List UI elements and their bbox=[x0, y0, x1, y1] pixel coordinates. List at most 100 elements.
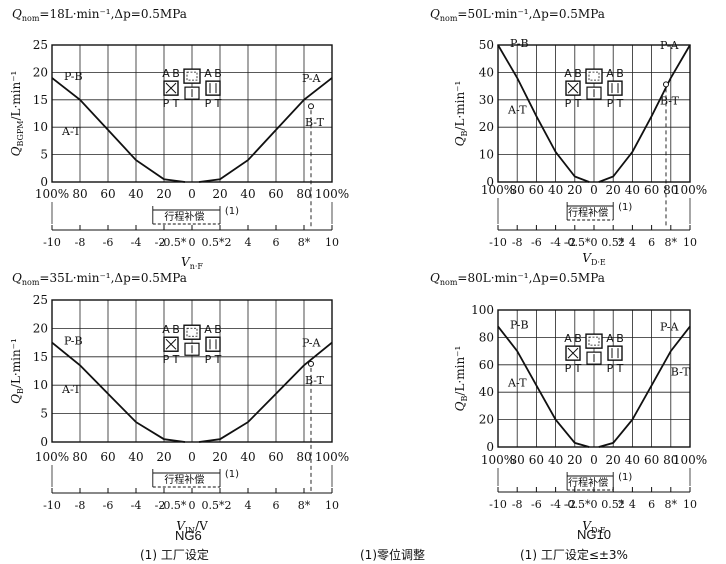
voltage-tick-label: 6 bbox=[273, 236, 280, 249]
port-label-p: P bbox=[163, 97, 170, 110]
valve-cross-b bbox=[567, 347, 579, 359]
percent-tick-label: 100% bbox=[35, 450, 69, 464]
title-symbol: Q bbox=[12, 7, 22, 21]
valve-box-right bbox=[607, 345, 623, 361]
valve-symbol: A B A BP T P T bbox=[564, 332, 624, 375]
voltage-special-label: -0.5* bbox=[160, 236, 187, 249]
voltage-tick-label: -6 bbox=[103, 499, 114, 512]
voltage-tick-label: 6 bbox=[648, 498, 655, 511]
tolerance-marker bbox=[663, 81, 669, 88]
title-text: =50L·min⁻¹,Δp=0.5MPa bbox=[457, 7, 604, 21]
plot-frame bbox=[497, 44, 691, 183]
voltage-tick-label: 2 bbox=[618, 236, 625, 249]
percent-tick-label: 20 bbox=[212, 450, 227, 464]
compensation-note: (1) bbox=[225, 206, 239, 217]
chart-title: Qnom=80L·min⁻¹,Δp=0.5MPa bbox=[430, 271, 605, 287]
voltage-tick-label: -10 bbox=[489, 236, 507, 249]
voltage-tick-label: -2 bbox=[155, 499, 166, 512]
series-label-p-b: P-B bbox=[510, 37, 529, 50]
percent-tick-label: 100% bbox=[481, 453, 515, 467]
xlabel-rest: /V bbox=[195, 519, 208, 533]
voltage-tick-label: -2 bbox=[565, 236, 576, 249]
valve-box-right bbox=[205, 80, 221, 96]
xlabel-subscript: D·E bbox=[591, 526, 606, 535]
valve-symbol: A B A BP T P T bbox=[564, 67, 624, 110]
voltage-tick-label: -10 bbox=[43, 499, 61, 512]
panel3-name: NG10 bbox=[577, 527, 611, 542]
voltage-tick-label: 6 bbox=[648, 236, 655, 249]
voltage-tick-label: 0 bbox=[591, 236, 598, 249]
port-label-b: B bbox=[172, 323, 180, 336]
series-label-a-t: A-T bbox=[507, 377, 527, 390]
percent-tick-label: 20 bbox=[212, 187, 227, 201]
y-axis-label: QB/L·min⁻¹ bbox=[453, 81, 469, 147]
voltage-tick-label: 8* bbox=[298, 499, 311, 512]
series-label-a-t: A-T bbox=[507, 103, 527, 116]
port-label-t: T bbox=[214, 353, 222, 366]
series-line-p-a bbox=[198, 77, 333, 183]
ylabel-symbol: Q bbox=[453, 136, 467, 146]
port-label-t: T bbox=[214, 97, 222, 110]
port-label-b: B bbox=[574, 67, 582, 80]
percent-tick-label: 20 bbox=[606, 453, 621, 467]
y-tick-label: 20 bbox=[33, 65, 48, 79]
series-label-p-b: P-B bbox=[64, 70, 83, 83]
valve-box-center bbox=[183, 324, 201, 340]
voltage-tick-label: -8 bbox=[512, 236, 523, 249]
percent-tick-label: 60 bbox=[268, 450, 283, 464]
ylabel-subscript: B bbox=[16, 388, 25, 394]
ylabel-subscript: B bbox=[460, 395, 469, 401]
y-tick-label: 10 bbox=[33, 378, 48, 392]
valve-symbol: A B A BP T P T bbox=[162, 67, 222, 110]
port-label-b: B bbox=[214, 67, 222, 80]
valve-cross-b bbox=[567, 82, 579, 94]
port-label-p: P bbox=[205, 97, 212, 110]
series-label-b-t: B-T bbox=[671, 366, 691, 379]
port-label-b: B bbox=[214, 323, 222, 336]
voltage-tick-label: 10 bbox=[325, 236, 339, 249]
voltage-tick-label: 8* bbox=[298, 236, 311, 249]
series-label-a-t: A-T bbox=[61, 383, 81, 396]
plot-frame bbox=[51, 299, 333, 443]
percent-tick-label: 40 bbox=[625, 453, 640, 467]
percent-tick-label: 80 bbox=[296, 450, 311, 464]
valve-box-right bbox=[607, 80, 623, 96]
tolerance-marker bbox=[308, 360, 314, 367]
ylabel-text: /L·min⁻¹ bbox=[9, 71, 23, 121]
percent-tick-label: 80 bbox=[663, 453, 678, 467]
xlabel-subscript: D·E bbox=[591, 258, 606, 267]
voltage-tick-label: -8 bbox=[75, 236, 86, 249]
title-symbol: Q bbox=[430, 271, 440, 285]
voltage-special-label: 0.5* bbox=[601, 236, 624, 249]
percent-tick-label: 40 bbox=[548, 183, 563, 197]
voltage-tick-label: 10 bbox=[325, 499, 339, 512]
series-line-p-b bbox=[51, 341, 186, 443]
percent-tick-label: 60 bbox=[644, 183, 659, 197]
voltage-tick-label: 8* bbox=[665, 498, 678, 511]
plot-frame bbox=[51, 44, 333, 183]
port-label-t: T bbox=[574, 97, 582, 110]
title-text: =80L·min⁻¹,Δp=0.5MPa bbox=[457, 271, 604, 285]
percent-tick-label: 40 bbox=[548, 453, 563, 467]
port-label-a: A bbox=[606, 332, 614, 345]
y-tick-label: 20 bbox=[479, 120, 494, 134]
chart-panel-3: Qnom=35L·min⁻¹,Δp=0.5MPa0510152025QB/L·m… bbox=[9, 271, 349, 535]
percent-tick-label: 80 bbox=[510, 453, 525, 467]
percent-tick-label: 20 bbox=[156, 187, 171, 201]
voltage-tick-label: 2 bbox=[618, 498, 625, 511]
voltage-tick-label: -10 bbox=[489, 498, 507, 511]
voltage-tick-label: 2 bbox=[225, 499, 232, 512]
y-tick-label: 0 bbox=[486, 440, 494, 454]
title-subscript: nom bbox=[440, 278, 458, 287]
y-tick-label: 20 bbox=[33, 321, 48, 335]
y-axis-label: QBGPM/L·min⁻¹ bbox=[9, 71, 25, 157]
series-label-b-t: B-T bbox=[305, 374, 325, 387]
port-label-b: B bbox=[172, 67, 180, 80]
chart-title: Qnom=18L·min⁻¹,Δp=0.5MPa bbox=[12, 7, 187, 23]
title-text: =35L·min⁻¹,Δp=0.5MPa bbox=[39, 271, 186, 285]
voltage-tick-label: -6 bbox=[531, 498, 542, 511]
port-label-p: P bbox=[205, 353, 212, 366]
compensation-note: (1) bbox=[618, 472, 632, 483]
voltage-tick-label: 0 bbox=[189, 499, 196, 512]
series-label-p-b: P-B bbox=[510, 318, 529, 331]
